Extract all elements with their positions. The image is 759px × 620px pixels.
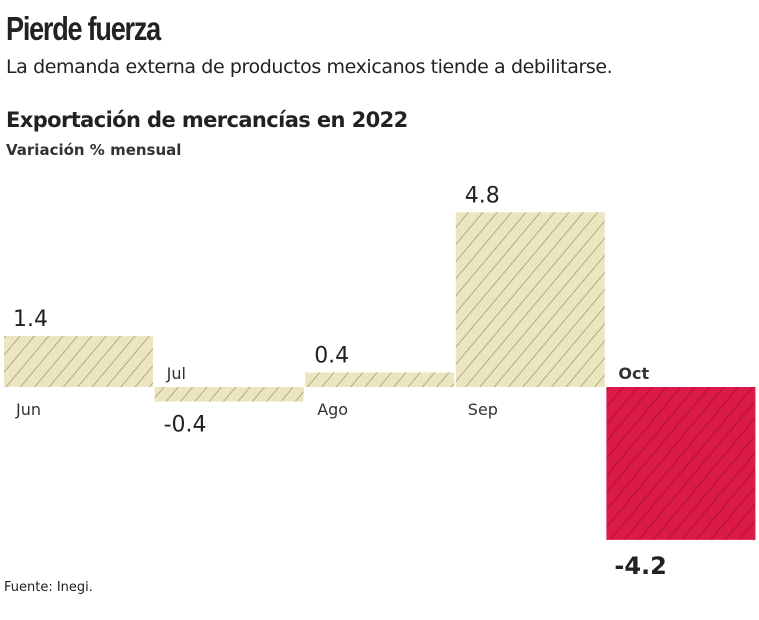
chart-unit-label: Variación % mensual <box>6 141 182 159</box>
value-label: 1.4 <box>13 307 48 332</box>
value-label: -0.4 <box>164 413 207 438</box>
bar-ago <box>305 372 455 387</box>
page-subtitle: La demanda externa de productos mexicano… <box>6 56 613 78</box>
bar-oct <box>606 387 756 540</box>
category-label: Jun <box>15 400 41 419</box>
category-label: Oct <box>618 364 649 383</box>
category-label: Jul <box>166 364 186 383</box>
value-label: 4.8 <box>465 183 500 208</box>
category-label: Sep <box>468 400 498 419</box>
bar-jun <box>4 336 153 387</box>
bar-sep <box>455 212 605 387</box>
source-note: Fuente: Inegi. <box>4 580 93 595</box>
bar-jul <box>154 387 304 402</box>
value-label: 0.4 <box>314 343 349 368</box>
page-title: Pierde fuerza <box>6 10 161 47</box>
chart-title: Exportación de mercancías en 2022 <box>6 108 408 132</box>
category-label: Ago <box>317 400 348 419</box>
value-label: -4.2 <box>614 552 666 580</box>
